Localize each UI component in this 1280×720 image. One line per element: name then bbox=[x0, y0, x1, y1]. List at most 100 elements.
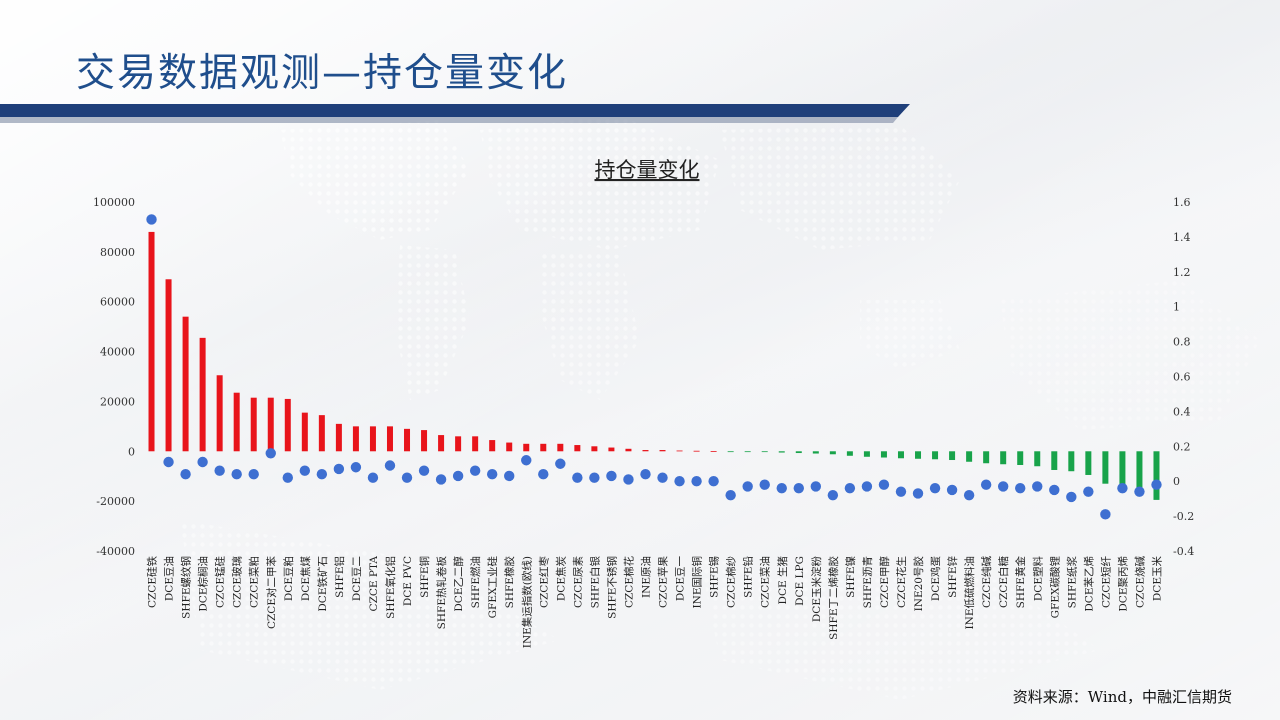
bar bbox=[829, 451, 836, 455]
bar bbox=[557, 443, 564, 452]
dot-point bbox=[606, 470, 617, 482]
dot-point bbox=[333, 463, 345, 475]
bar bbox=[335, 423, 342, 452]
x-tick-label: DCE玉米淀粉 bbox=[810, 556, 823, 623]
dot-point bbox=[265, 448, 276, 459]
bar bbox=[404, 428, 411, 452]
bar bbox=[591, 446, 598, 452]
x-tick-label: SHFE燃油 bbox=[469, 556, 482, 608]
bar bbox=[506, 442, 513, 452]
dot-point bbox=[401, 472, 413, 483]
bar bbox=[250, 397, 257, 452]
x-tick-label: CZCE花生 bbox=[895, 556, 908, 608]
x-tick-label: CZCE尿素 bbox=[571, 556, 584, 608]
bar bbox=[284, 398, 291, 452]
x-tick-label: DCE铁矿石 bbox=[316, 556, 329, 612]
right-tick-label: 1.2 bbox=[1173, 266, 1191, 279]
dot-point bbox=[1049, 484, 1060, 496]
x-tick-label: SHFE铝 bbox=[333, 556, 346, 598]
bar bbox=[1017, 451, 1024, 465]
x-tick-label: GFEX工业硅 bbox=[486, 556, 499, 619]
right-y-axis: 1.6 1.4 1.2 1 0.8 0.6 0.4 0.2 0 -0.2 -0.4 bbox=[1173, 196, 1194, 558]
right-tick-label: 0 bbox=[1173, 475, 1180, 488]
dot-point bbox=[521, 455, 532, 466]
right-tick-label: 1.4 bbox=[1173, 231, 1191, 244]
right-tick-label: -0.2 bbox=[1173, 510, 1194, 523]
right-tick-label: 1.6 bbox=[1173, 196, 1191, 209]
bar bbox=[182, 316, 189, 452]
x-tick-label: GFEX碳酸锂 bbox=[1048, 556, 1061, 619]
bar bbox=[676, 450, 683, 452]
dot-point bbox=[1100, 509, 1111, 520]
right-tick-label: 0.4 bbox=[1173, 405, 1191, 418]
dot-point bbox=[1151, 479, 1162, 490]
left-tick-label: 80000 bbox=[100, 246, 135, 259]
x-tick-label: CZCE菜粕 bbox=[248, 556, 261, 608]
x-tick-label: DCE鸡蛋 bbox=[929, 556, 942, 602]
dot-point bbox=[623, 474, 634, 485]
x-tick-label: DCE PVC bbox=[402, 556, 414, 606]
bar bbox=[949, 451, 956, 461]
dot-point bbox=[1015, 482, 1026, 494]
dot-point bbox=[1134, 486, 1145, 497]
dot-point bbox=[810, 481, 822, 492]
dot-point bbox=[1066, 491, 1077, 503]
x-tick-label: DCE焦煤 bbox=[299, 556, 312, 602]
bar bbox=[761, 451, 768, 453]
x-tick-label: SHFE铅 bbox=[742, 556, 755, 598]
x-tick-label: SHFE橡胶 bbox=[503, 556, 516, 609]
left-tick-label: 40000 bbox=[100, 346, 135, 359]
dot-point bbox=[299, 465, 311, 476]
x-tick-label: INE20号胶 bbox=[912, 556, 925, 612]
dot-point bbox=[929, 482, 941, 494]
dot-point bbox=[725, 489, 736, 501]
dot-point bbox=[878, 479, 890, 490]
bar bbox=[897, 451, 904, 459]
bar-series bbox=[148, 231, 1160, 500]
bar bbox=[778, 451, 785, 453]
dot-point bbox=[963, 489, 975, 501]
x-tick-label: CZCE红枣 bbox=[537, 556, 550, 609]
x-tick-label: CZCE菜油 bbox=[759, 556, 772, 608]
x-tick-label: SHFE白银 bbox=[588, 556, 601, 609]
dot-point bbox=[1117, 482, 1128, 494]
x-tick-label: CZCE锰硅 bbox=[214, 556, 227, 609]
bar bbox=[455, 436, 462, 452]
left-y-axis: 100000 80000 60000 40000 20000 0 -20000 -40000 bbox=[93, 196, 135, 558]
right-tick-label: -0.4 bbox=[1173, 545, 1194, 558]
dot-point bbox=[946, 484, 958, 496]
dot-point bbox=[316, 469, 328, 480]
bar bbox=[318, 415, 325, 452]
x-tick-label: SHFE热轧卷板 bbox=[435, 556, 448, 630]
x-tick-label: CZCE苹果 bbox=[657, 556, 670, 609]
bar bbox=[438, 435, 445, 452]
dot-point bbox=[418, 465, 430, 476]
dot-point bbox=[793, 482, 804, 494]
x-tick-label: DCE LPG bbox=[794, 556, 806, 606]
x-tick-label: CZCE PTA bbox=[368, 556, 380, 612]
bar bbox=[915, 451, 922, 459]
left-tick-label: 0 bbox=[128, 445, 135, 458]
x-tick-label: SHFE黄金 bbox=[1014, 556, 1027, 609]
dot-point bbox=[197, 456, 208, 468]
x-tick-label: CZCE短纤 bbox=[1099, 556, 1112, 609]
x-tick-label: DCE棕榈油 bbox=[197, 556, 210, 612]
dot-point bbox=[895, 486, 907, 497]
dot-point bbox=[282, 472, 293, 483]
source-note: 资料来源：Wind，中融汇信期货 bbox=[1012, 688, 1232, 706]
x-tick-label: CZCE白糖 bbox=[997, 556, 1010, 609]
x-tick-label: SHFE锡 bbox=[708, 556, 721, 598]
left-tick-label: 60000 bbox=[100, 296, 135, 309]
dot-point bbox=[163, 456, 174, 468]
bar bbox=[1051, 451, 1058, 470]
bar bbox=[966, 451, 973, 462]
x-tick-label: SHFE不锈钢 bbox=[605, 556, 618, 619]
dot-point bbox=[231, 469, 242, 480]
x-tick-label: CZCE棉纱 bbox=[725, 556, 738, 609]
x-tick-label: SHFE纸浆 bbox=[1065, 556, 1078, 609]
x-tick-label: DCE聚丙烯 bbox=[1116, 556, 1129, 612]
dot-point bbox=[350, 462, 362, 473]
dot-point bbox=[844, 482, 856, 494]
dot-point bbox=[997, 481, 1009, 492]
slide-title: 交易数据观测—持仓量变化 bbox=[76, 51, 569, 96]
